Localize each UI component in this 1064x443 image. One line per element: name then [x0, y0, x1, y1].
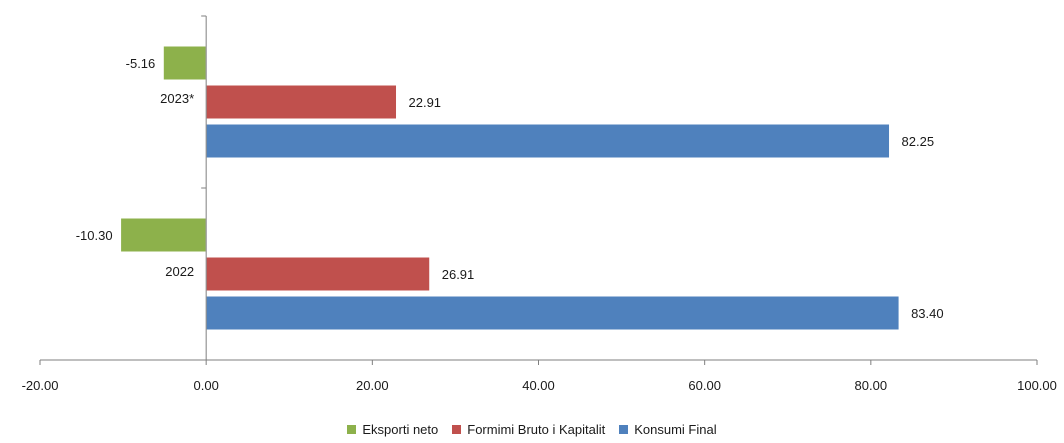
- legend-swatch-3: [619, 425, 629, 434]
- data-label-1-3: 82.25: [902, 134, 935, 149]
- x-tick-label-5: 60.00: [688, 378, 721, 393]
- legend-label-1: Eksporti neto: [362, 422, 439, 437]
- category-label-1: 2023*: [160, 91, 194, 106]
- bar-2-3: [205, 295, 900, 331]
- legend-item-3: Konsumi Final: [619, 422, 717, 437]
- bar-2-1: [120, 217, 207, 253]
- bar-1-1: [162, 45, 207, 81]
- legend-item-2: Formimi Bruto i Kapitalit: [452, 422, 605, 437]
- data-label-1-1: -5.16: [126, 56, 156, 71]
- labels-layer: -5.16 22.91 82.25 2023* -10.30 26.91 83.40 2022: [76, 56, 944, 321]
- bar-1-3: [205, 123, 891, 159]
- x-tick-label-4: 40.00: [522, 378, 555, 393]
- x-tick-label-2: 0.00: [194, 378, 219, 393]
- legend-label-2: Formimi Bruto i Kapitalit: [467, 422, 606, 437]
- x-tick-label-6: 80.00: [855, 378, 888, 393]
- legend-label-3: Konsumi Final: [634, 422, 717, 437]
- legend-swatch-2: [452, 425, 462, 434]
- data-label-2-2: 26.91: [442, 267, 475, 282]
- bar-2-2: [205, 256, 431, 292]
- x-tick-label-3: 20.00: [356, 378, 389, 393]
- x-tick-label-1: -20.00: [22, 378, 59, 393]
- data-label-1-2: 22.91: [409, 95, 442, 110]
- axes-layer: -20.00 0.00 20.00 40.00 60.00 80.00 100.00: [22, 15, 1057, 393]
- bars-layer: [120, 45, 900, 331]
- data-label-2-1: -10.30: [76, 228, 113, 243]
- bar-1-2: [205, 84, 398, 120]
- legend-swatch-1: [347, 425, 357, 434]
- data-label-2-3: 83.40: [911, 306, 944, 321]
- x-tick-label-7: 100.00: [1017, 378, 1057, 393]
- legend: Eksporti neto Formimi Bruto i Kapitalit Ko…: [0, 422, 1064, 437]
- legend-item-1: Eksporti neto: [347, 422, 438, 437]
- category-label-2: 2022: [165, 264, 194, 279]
